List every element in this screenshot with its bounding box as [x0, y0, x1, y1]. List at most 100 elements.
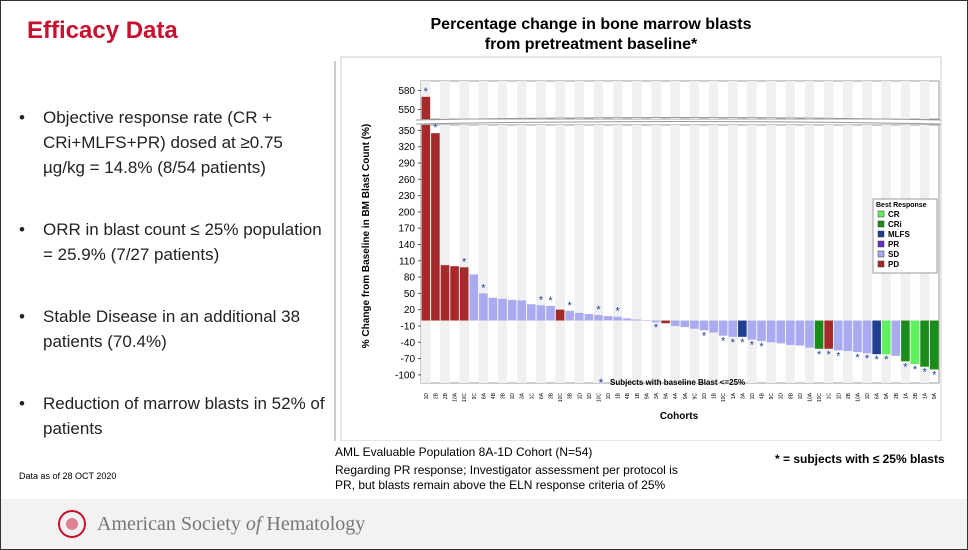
bar [824, 320, 833, 349]
bar [757, 320, 766, 342]
band [919, 81, 930, 119]
bar [574, 312, 584, 321]
bar [738, 320, 747, 337]
band [727, 125, 738, 383]
x-tick-label: 3B [501, 392, 507, 399]
baseline-marker: * [836, 350, 841, 362]
logo-part: Hematology [261, 513, 366, 535]
x-tick-label: 10C [721, 393, 727, 403]
baseline-marker: * [616, 306, 621, 318]
bar [469, 274, 479, 321]
bar [862, 320, 872, 354]
band [689, 81, 700, 119]
baseline-marker: * [817, 349, 822, 361]
baseline-marker: * [596, 304, 601, 316]
bullet-text: Reduction of marrow blasts in 52% of pat… [43, 394, 325, 438]
bar [459, 267, 469, 321]
bar [546, 305, 555, 321]
x-tick-label: 10A [855, 392, 861, 402]
band [651, 125, 661, 383]
x-tick-label: 1D [865, 393, 871, 400]
bullet-text: Stable Disease in an additional 38 patie… [43, 307, 301, 351]
x-tick-label: 9A [644, 392, 650, 399]
x-tick-label: 6A [875, 392, 881, 399]
x-tick-label: 9C [769, 393, 775, 400]
band [516, 125, 527, 383]
x-tick-label: 9C [472, 393, 478, 400]
x-tick-label: 4B [760, 392, 766, 399]
band [823, 125, 834, 383]
bar [440, 265, 450, 321]
x-tick-label: 10A [808, 392, 814, 402]
y-tick-label: 230 [398, 191, 415, 202]
x-tick-label: 10C [462, 393, 468, 403]
legend-label: SD [888, 250, 899, 259]
x-tick-label: 1D [424, 393, 430, 400]
bullets: • Objective response rate (CR + CRi+MLFS+… [19, 105, 329, 478]
band [593, 125, 604, 383]
baseline-marker: * [721, 336, 726, 348]
band [440, 125, 450, 383]
legend-label: CR [888, 210, 900, 219]
band [497, 125, 508, 383]
bullet: • Reduction of marrow blasts in 52% of pa… [19, 391, 329, 441]
baseline-marker: * [932, 369, 937, 381]
legend-label: CRi [888, 220, 902, 229]
band [459, 81, 469, 119]
bar [517, 300, 527, 321]
baseline-marker: * [884, 354, 889, 366]
y-tick-label: 170 [398, 224, 415, 235]
band [536, 125, 546, 383]
y-tick-label: 550 [398, 105, 415, 116]
bullet-text: ORR in blast count ≤ 25% population = 25… [43, 220, 322, 264]
band [766, 125, 776, 383]
band [804, 125, 815, 383]
bar [431, 133, 440, 321]
band [612, 125, 623, 383]
x-tick-label: 3A [520, 392, 526, 399]
date-note: Data as of 28 OCT 2020 [19, 471, 117, 481]
band [612, 81, 623, 119]
bar [479, 293, 488, 321]
baseline-marker: * [875, 354, 880, 366]
band [747, 81, 757, 119]
bar [603, 316, 613, 321]
band [843, 81, 853, 119]
baseline-marker: * [548, 295, 553, 307]
band [670, 125, 680, 383]
asterisk-note: * = subjects with ≤ 25% blasts [775, 452, 945, 466]
x-tick-label: 4B [491, 392, 497, 399]
slide-title: Efficacy Data [27, 17, 178, 44]
band [785, 81, 796, 119]
bar [642, 319, 651, 321]
x-tick-label: 3A [654, 392, 660, 399]
legend-swatch [877, 240, 885, 248]
band [785, 125, 796, 383]
x-tick-label: 1D [587, 393, 593, 400]
baseline-marker: * [750, 340, 755, 352]
baseline-marker: * [702, 330, 707, 342]
y-tick-label: 80 [404, 273, 416, 284]
x-tick-label: 4B [625, 392, 631, 399]
band [574, 125, 585, 383]
x-tick-label: 3B [549, 392, 555, 399]
band [862, 81, 872, 119]
logo-part: of [245, 513, 262, 535]
baseline-marker: * [913, 364, 918, 376]
bar [507, 299, 517, 321]
x-tick-label: 1D [798, 393, 804, 400]
baseline-marker: * [922, 367, 927, 379]
band [747, 125, 757, 383]
bar [786, 320, 795, 345]
x-tick-label: 1B [712, 392, 718, 399]
band [536, 81, 546, 119]
y-tick-label: 580 [398, 86, 415, 97]
bar [920, 320, 929, 367]
bar [527, 304, 536, 321]
x-tick-label: 8A [481, 392, 487, 399]
baseline-marker: * [855, 352, 860, 364]
bar [622, 318, 632, 321]
bar [891, 320, 901, 356]
x-tick-label: 10C [817, 393, 823, 403]
y-tick-label: 200 [398, 207, 415, 218]
